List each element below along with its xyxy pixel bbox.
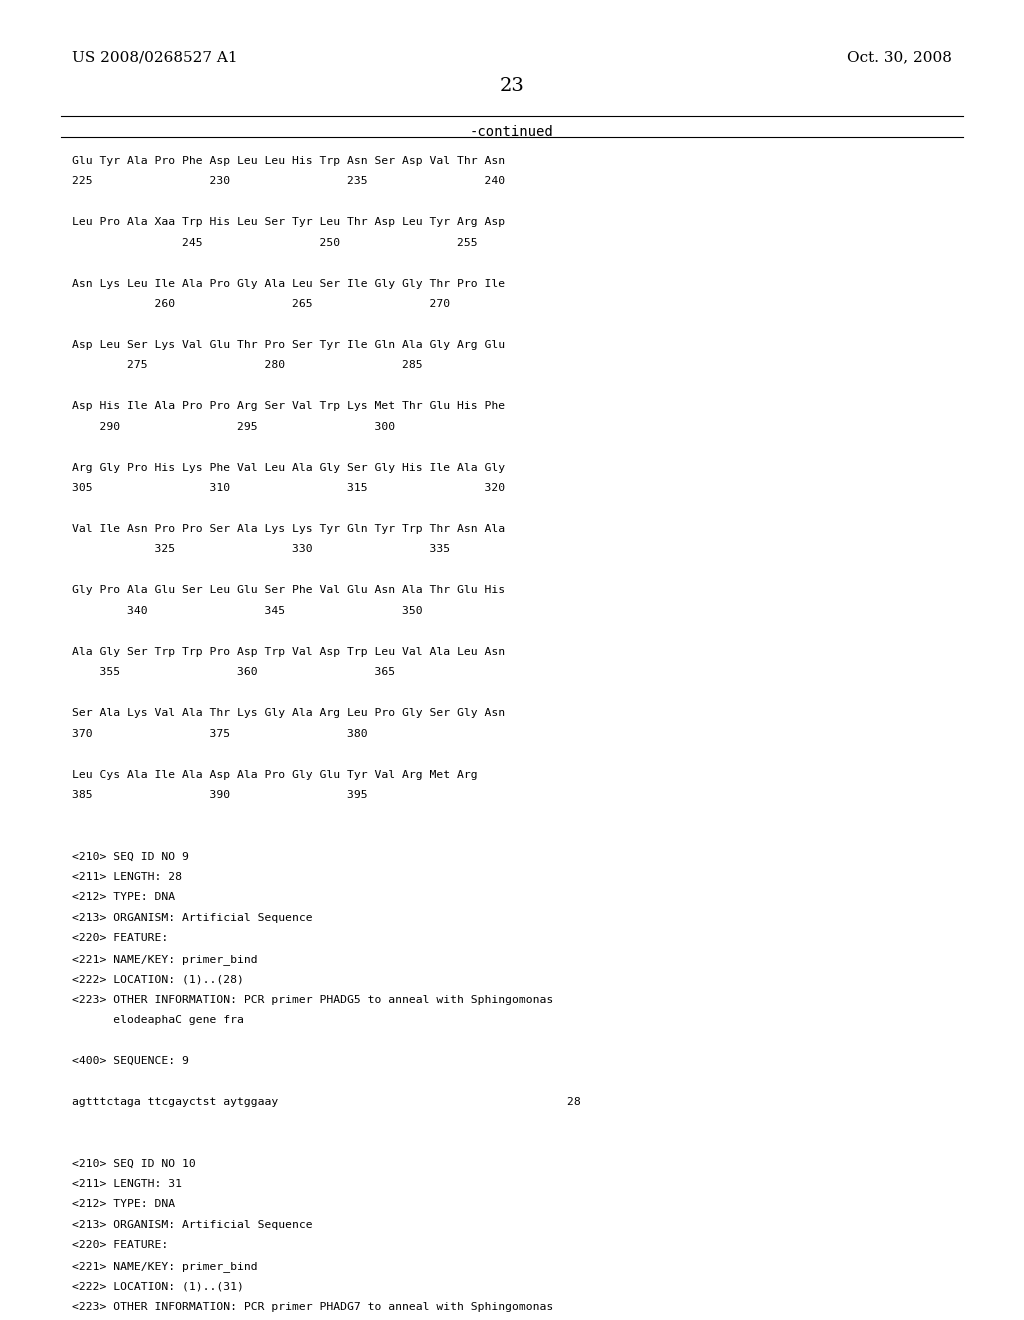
Text: Leu Pro Ala Xaa Trp His Leu Ser Tyr Leu Thr Asp Leu Tyr Arg Asp: Leu Pro Ala Xaa Trp His Leu Ser Tyr Leu …	[72, 216, 505, 227]
Text: 245                 250                 255: 245 250 255	[72, 238, 477, 248]
Text: 325                 330                 335: 325 330 335	[72, 544, 450, 554]
Text: <210> SEQ ID NO 10: <210> SEQ ID NO 10	[72, 1159, 196, 1168]
Text: elodeaphaC gene fra: elodeaphaC gene fra	[72, 1015, 244, 1026]
Text: 385                 390                 395: 385 390 395	[72, 789, 368, 800]
Text: <213> ORGANISM: Artificial Sequence: <213> ORGANISM: Artificial Sequence	[72, 913, 312, 923]
Text: 275                 280                 285: 275 280 285	[72, 360, 422, 371]
Text: Gly Pro Ala Glu Ser Leu Glu Ser Phe Val Glu Asn Ala Thr Glu His: Gly Pro Ala Glu Ser Leu Glu Ser Phe Val …	[72, 586, 505, 595]
Text: Asp Leu Ser Lys Val Glu Thr Pro Ser Tyr Ile Gln Ala Gly Arg Glu: Asp Leu Ser Lys Val Glu Thr Pro Ser Tyr …	[72, 341, 505, 350]
Text: Glu Tyr Ala Pro Phe Asp Leu Leu His Trp Asn Ser Asp Val Thr Asn: Glu Tyr Ala Pro Phe Asp Leu Leu His Trp …	[72, 156, 505, 166]
Text: <221> NAME/KEY: primer_bind: <221> NAME/KEY: primer_bind	[72, 953, 257, 965]
Text: Leu Cys Ala Ile Ala Asp Ala Pro Gly Glu Tyr Val Arg Met Arg: Leu Cys Ala Ile Ala Asp Ala Pro Gly Glu …	[72, 770, 477, 780]
Text: 370                 375                 380: 370 375 380	[72, 729, 368, 739]
Text: Asp His Ile Ala Pro Pro Arg Ser Val Trp Lys Met Thr Glu His Phe: Asp His Ile Ala Pro Pro Arg Ser Val Trp …	[72, 401, 505, 412]
Text: 260                 265                 270: 260 265 270	[72, 300, 450, 309]
Text: -continued: -continued	[470, 125, 554, 140]
Text: <212> TYPE: DNA: <212> TYPE: DNA	[72, 1199, 175, 1209]
Text: <210> SEQ ID NO 9: <210> SEQ ID NO 9	[72, 851, 188, 862]
Text: 355                 360                 365: 355 360 365	[72, 668, 395, 677]
Text: <223> OTHER INFORMATION: PCR primer PHADG5 to anneal with Sphingomonas: <223> OTHER INFORMATION: PCR primer PHAD…	[72, 995, 553, 1005]
Text: <212> TYPE: DNA: <212> TYPE: DNA	[72, 892, 175, 903]
Text: Arg Gly Pro His Lys Phe Val Leu Ala Gly Ser Gly His Ile Ala Gly: Arg Gly Pro His Lys Phe Val Leu Ala Gly …	[72, 463, 505, 473]
Text: 305                 310                 315                 320: 305 310 315 320	[72, 483, 505, 494]
Text: <211> LENGTH: 28: <211> LENGTH: 28	[72, 871, 181, 882]
Text: 225                 230                 235                 240: 225 230 235 240	[72, 177, 505, 186]
Text: <220> FEATURE:: <220> FEATURE:	[72, 1241, 168, 1250]
Text: <221> NAME/KEY: primer_bind: <221> NAME/KEY: primer_bind	[72, 1261, 257, 1271]
Text: US 2008/0268527 A1: US 2008/0268527 A1	[72, 50, 238, 65]
Text: <213> ORGANISM: Artificial Sequence: <213> ORGANISM: Artificial Sequence	[72, 1220, 312, 1230]
Text: 340                 345                 350: 340 345 350	[72, 606, 422, 616]
Text: 290                 295                 300: 290 295 300	[72, 422, 395, 432]
Text: agtttctaga ttcgayctst aytggaay                                          28: agtttctaga ttcgayctst aytggaay 28	[72, 1097, 581, 1107]
Text: Ser Ala Lys Val Ala Thr Lys Gly Ala Arg Leu Pro Gly Ser Gly Asn: Ser Ala Lys Val Ala Thr Lys Gly Ala Arg …	[72, 708, 505, 718]
Text: <220> FEATURE:: <220> FEATURE:	[72, 933, 168, 944]
Text: <222> LOCATION: (1)..(28): <222> LOCATION: (1)..(28)	[72, 974, 244, 985]
Text: Val Ile Asn Pro Pro Ser Ala Lys Lys Tyr Gln Tyr Trp Thr Asn Ala: Val Ile Asn Pro Pro Ser Ala Lys Lys Tyr …	[72, 524, 505, 535]
Text: <400> SEQUENCE: 9: <400> SEQUENCE: 9	[72, 1056, 188, 1067]
Text: <223> OTHER INFORMATION: PCR primer PHADG7 to anneal with Sphingomonas: <223> OTHER INFORMATION: PCR primer PHAD…	[72, 1302, 553, 1312]
Text: <211> LENGTH: 31: <211> LENGTH: 31	[72, 1179, 181, 1189]
Text: Oct. 30, 2008: Oct. 30, 2008	[848, 50, 952, 65]
Text: <222> LOCATION: (1)..(31): <222> LOCATION: (1)..(31)	[72, 1280, 244, 1291]
Text: 23: 23	[500, 77, 524, 95]
Text: Ala Gly Ser Trp Trp Pro Asp Trp Val Asp Trp Leu Val Ala Leu Asn: Ala Gly Ser Trp Trp Pro Asp Trp Val Asp …	[72, 647, 505, 657]
Text: Asn Lys Leu Ile Ala Pro Gly Ala Leu Ser Ile Gly Gly Thr Pro Ile: Asn Lys Leu Ile Ala Pro Gly Ala Leu Ser …	[72, 279, 505, 289]
